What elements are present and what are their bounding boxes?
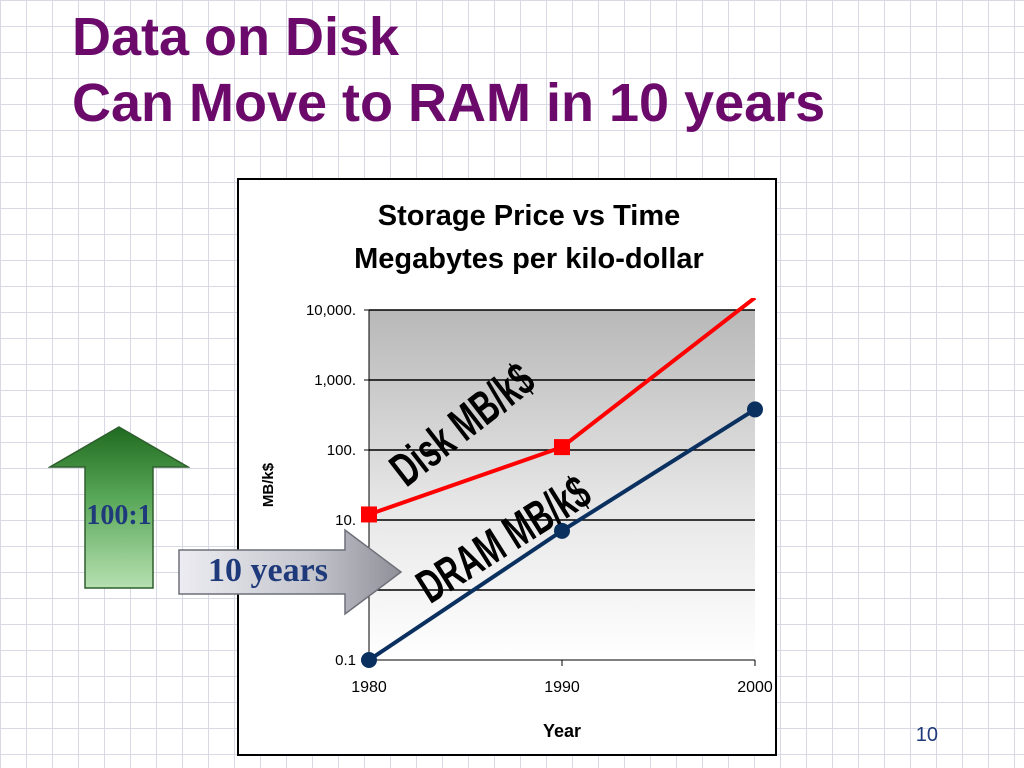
ratio-label: 100:1 <box>86 500 152 531</box>
x-tick-label: 1980 <box>351 679 387 696</box>
x-tick-label: 2000 <box>737 679 773 696</box>
slide-title: Data on Disk Can Move to RAM in 10 years <box>72 4 825 136</box>
chart-frame: Storage Price vs Time Megabytes per kilo… <box>237 178 777 756</box>
dram-data-point <box>747 401 763 418</box>
slide-title-line-2: Can Move to RAM in 10 years <box>72 73 826 133</box>
dram-data-point <box>554 522 570 539</box>
page-number: 10 <box>915 724 938 746</box>
y-tick-label: 0.1 <box>335 652 356 669</box>
x-axis-label: Year <box>543 721 581 741</box>
x-tick-label: 1990 <box>544 679 580 696</box>
disk-data-point <box>554 439 570 456</box>
y-tick-label: 100. <box>327 442 356 459</box>
y-axis-label: MB/k$ <box>260 462 277 507</box>
right-arrow-icon <box>178 528 403 616</box>
y-tick-label: 10,000. <box>306 302 356 319</box>
chart-title: Storage Price vs Time <box>378 200 681 232</box>
dram-data-point <box>361 652 377 668</box>
chart-subtitle: Megabytes per kilo-dollar <box>354 243 704 275</box>
up-arrow-icon <box>48 426 190 589</box>
years-label: 10 years <box>208 552 328 589</box>
slide-title-line-1: Data on Disk <box>72 7 400 67</box>
y-tick-label: 10. <box>335 512 356 529</box>
disk-data-point <box>361 506 377 523</box>
plot-area <box>369 310 755 660</box>
y-tick-label: 1,000. <box>314 372 356 389</box>
storage-price-chart: Storage Price vs Time Megabytes per kilo… <box>260 200 773 741</box>
